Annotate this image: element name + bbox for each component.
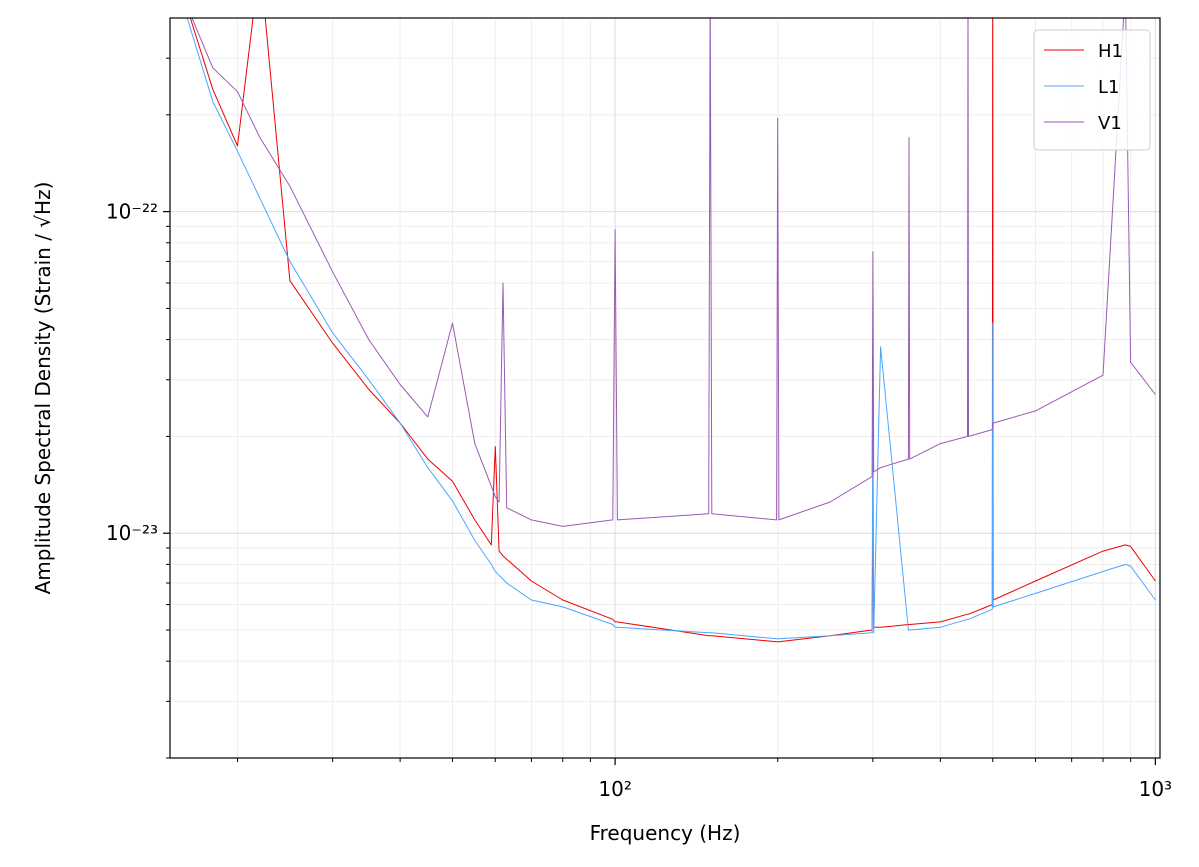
x-axis-label: Frequency (Hz) [590,821,741,845]
legend-label: H1 [1098,41,1123,62]
x-tick-label: 10² [598,777,631,801]
plot-area [186,18,1156,643]
plot-frame [169,17,1161,759]
series-line [191,18,1156,527]
legend-label: V1 [1098,113,1122,134]
legend-label: L1 [1098,77,1119,98]
y-axis-label: Amplitude Spectral Density (Strain / √Hz… [31,182,55,595]
series-line [186,18,1156,640]
x-tick-label: 10³ [1139,777,1172,801]
legend-box [1033,29,1151,151]
y-tick-label: 10⁻²² [106,200,158,224]
y-tick-label: 10⁻²³ [106,521,158,545]
series-line [189,18,1156,643]
